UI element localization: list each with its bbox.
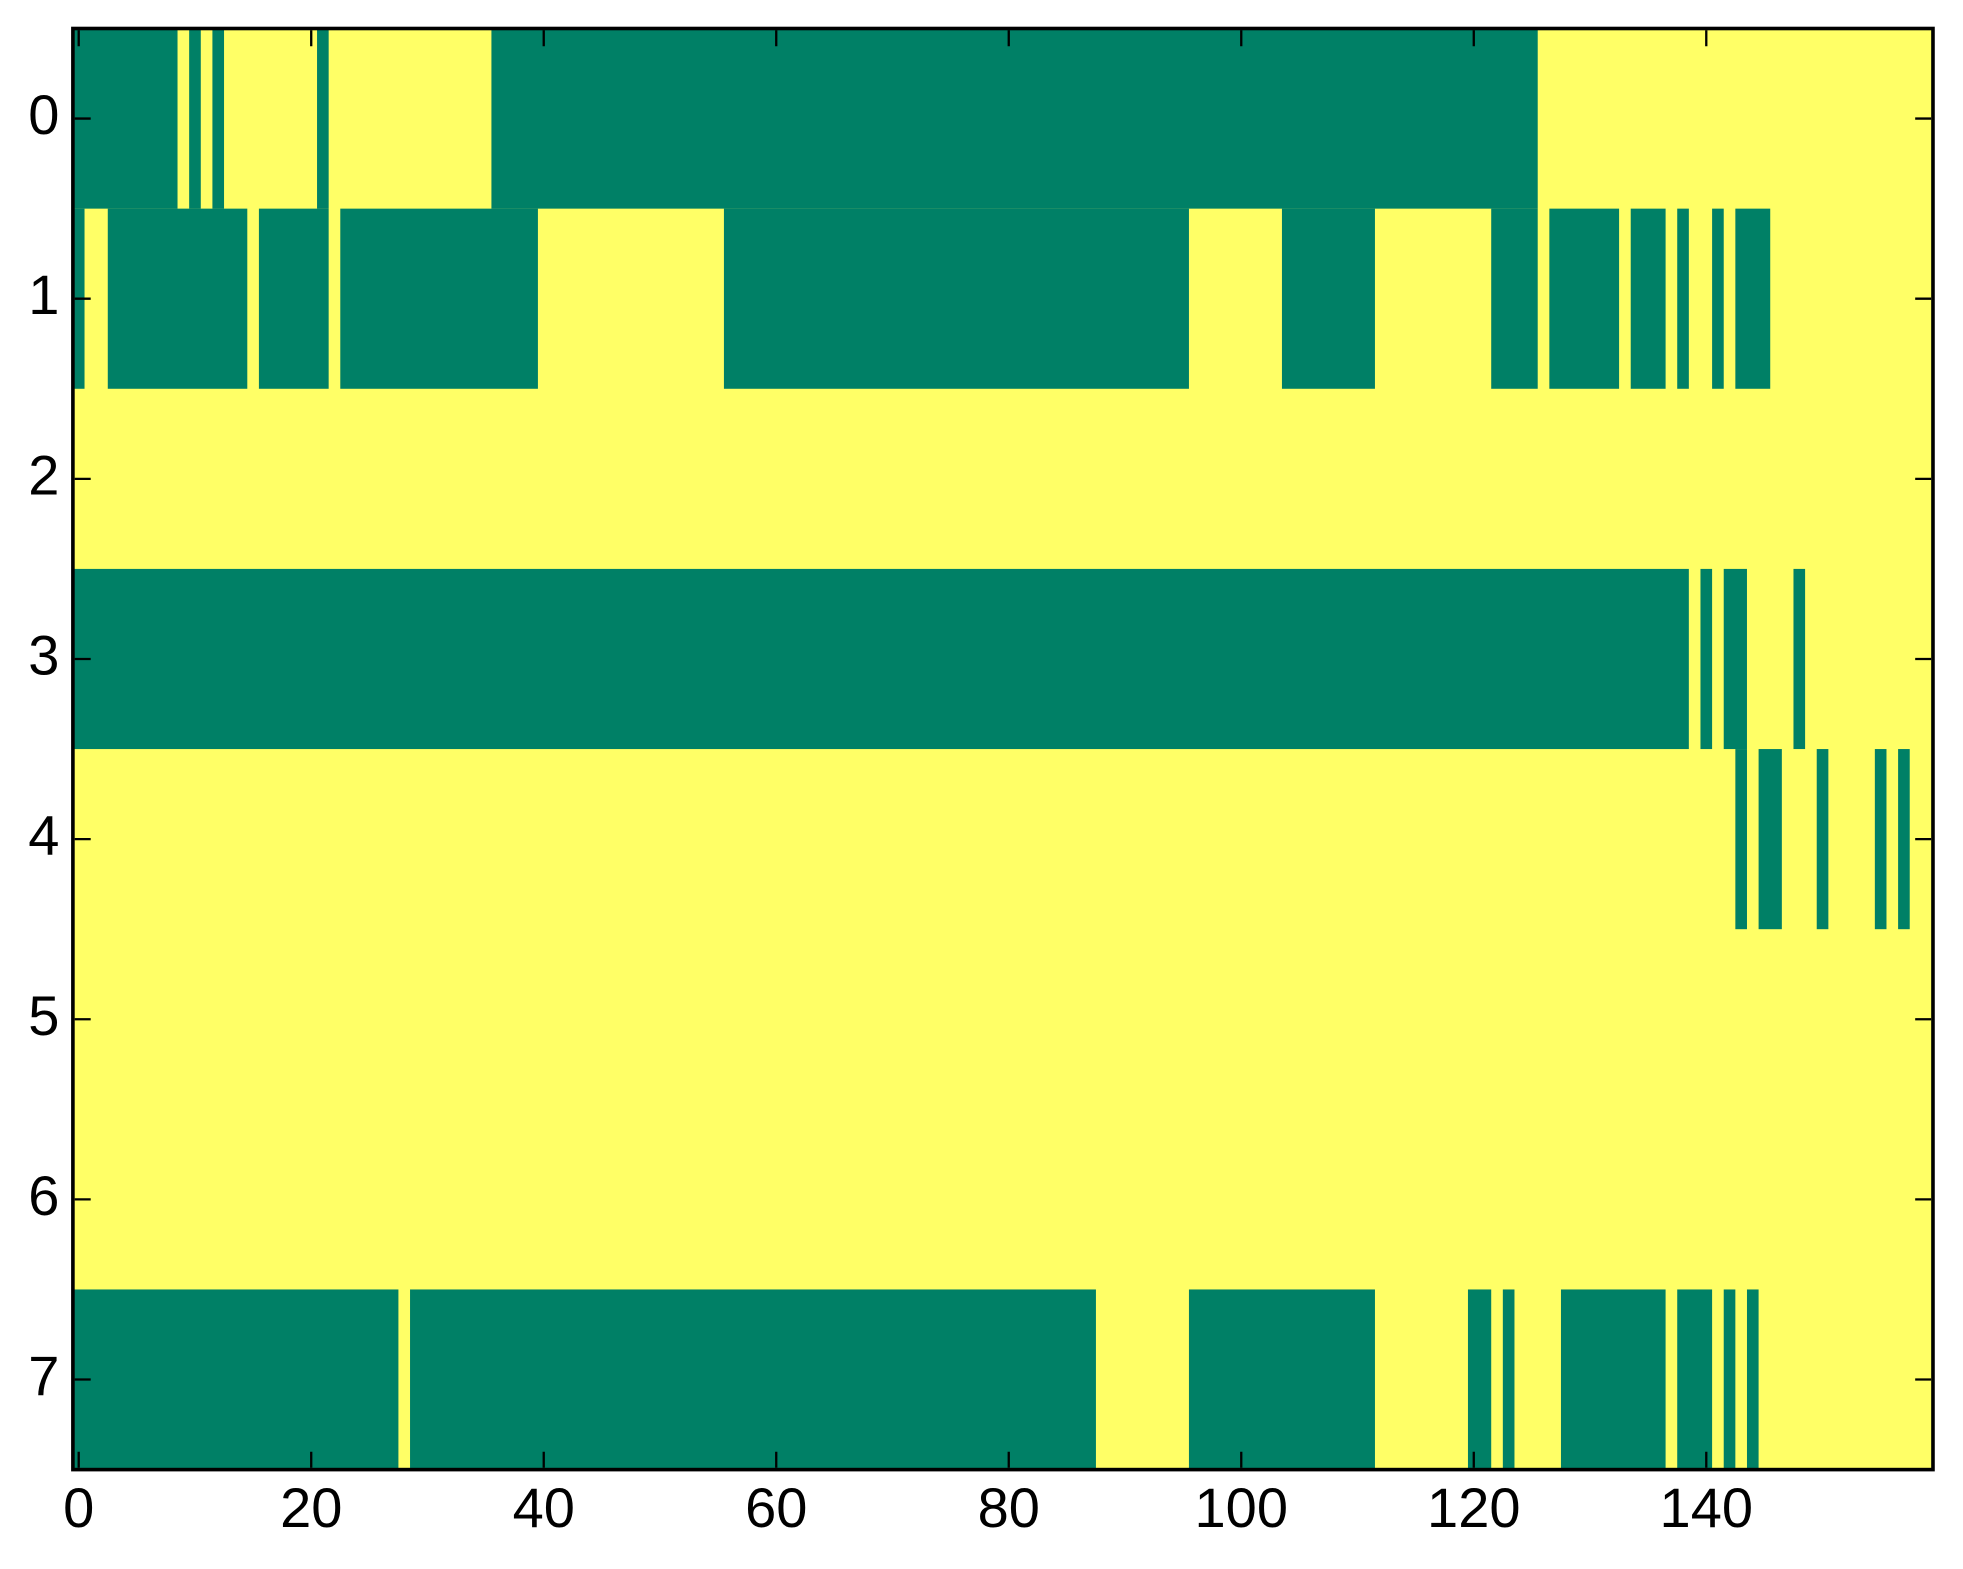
svg-text:2: 2	[28, 443, 59, 506]
svg-text:6: 6	[28, 1164, 59, 1227]
svg-text:5: 5	[28, 984, 59, 1047]
svg-text:60: 60	[745, 1476, 807, 1539]
svg-text:80: 80	[978, 1476, 1040, 1539]
svg-text:100: 100	[1195, 1476, 1288, 1539]
svg-text:140: 140	[1660, 1476, 1753, 1539]
svg-text:0: 0	[28, 83, 59, 146]
svg-text:3: 3	[28, 623, 59, 686]
svg-text:20: 20	[280, 1476, 342, 1539]
svg-text:0: 0	[63, 1476, 94, 1539]
svg-text:7: 7	[28, 1344, 59, 1407]
svg-text:1: 1	[28, 263, 59, 326]
svg-text:40: 40	[513, 1476, 575, 1539]
svg-text:120: 120	[1427, 1476, 1520, 1539]
svg-text:4: 4	[28, 804, 59, 867]
